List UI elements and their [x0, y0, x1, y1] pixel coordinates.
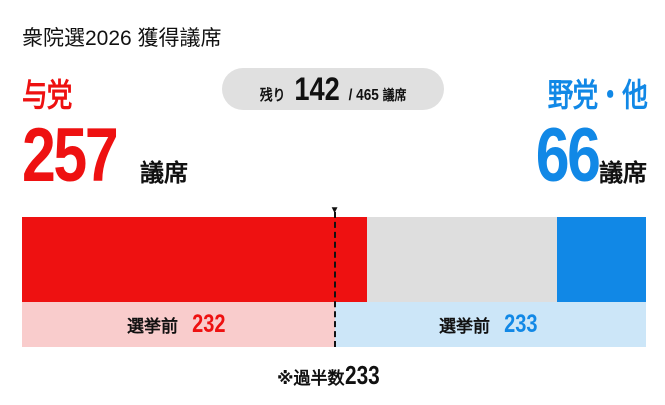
ruling-before-value: 232 — [192, 310, 226, 338]
ruling-seats-value: 257 — [22, 113, 119, 198]
opposition-seats-value: 66 — [536, 113, 601, 198]
ruling-label: 与党 — [22, 77, 72, 113]
opposition-before-label: 選挙前 — [438, 317, 490, 336]
ruling-seats: 257 議席 — [22, 118, 188, 194]
ruling-before: 選挙前 232 — [22, 302, 335, 347]
opposition-before: 選挙前 233 — [334, 302, 646, 347]
ruling-seats-unit: 議席 — [140, 160, 188, 187]
opposition-bar-segment — [557, 217, 646, 302]
remaining-value: 142 — [294, 70, 340, 107]
ruling-before-label: 選挙前 — [126, 317, 178, 336]
page-title: 衆院選2026 獲得議席 — [22, 27, 222, 50]
opposition-before-value: 233 — [504, 310, 538, 338]
ruling-bar-segment — [22, 217, 367, 302]
majority-marker-icon: ▼ — [329, 205, 340, 216]
majority-note: ※過半数233 — [0, 360, 665, 391]
opposition-seats-unit: 議席 — [599, 160, 647, 187]
opposition-seats: 66議席 — [520, 118, 647, 194]
majority-note-label: ※過半数 — [277, 369, 345, 388]
remaining-label: 残り — [259, 86, 286, 104]
remaining-pill: 残り 142 / 465 議席 — [222, 68, 444, 110]
majority-note-value: 233 — [344, 360, 380, 390]
majority-line — [333, 212, 336, 347]
total-seats: / 465 — [348, 86, 379, 104]
opposition-label: 野党・他 — [547, 77, 648, 113]
remaining-unit: 議席 — [382, 86, 407, 103]
